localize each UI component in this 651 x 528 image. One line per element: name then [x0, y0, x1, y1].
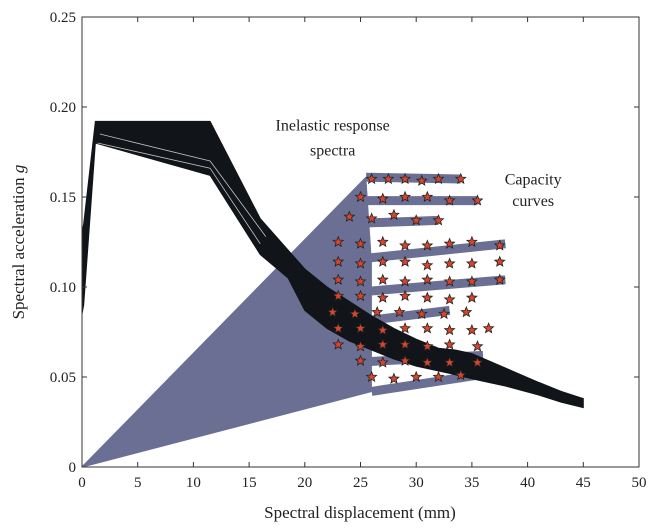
x-tick-label: 45	[576, 475, 591, 491]
y-tick-label: 0.15	[50, 190, 76, 206]
y-tick-label: 0.25	[50, 10, 76, 26]
y-axis-title-text: Spectral acceleration	[9, 177, 28, 320]
x-tick-label: 15	[242, 475, 257, 491]
x-tick-label: 40	[520, 475, 535, 491]
x-tick-label: 35	[464, 475, 479, 491]
y-tick-label: 0	[69, 460, 77, 476]
capacity-label-line2: curves	[512, 193, 554, 210]
y-axis-title: Spectral acceleration g	[9, 165, 28, 320]
y-tick-label: 0.05	[50, 370, 76, 386]
x-tick-label: 0	[78, 475, 86, 491]
y-tick-label: 0.20	[50, 100, 76, 116]
capacity-label-line1: Capacity	[505, 171, 562, 188]
y-tick-label: 0.10	[50, 280, 76, 296]
inelastic-label-line1: Inelastic response	[276, 117, 390, 134]
x-tick-label: 50	[632, 475, 647, 491]
x-tick-label: 30	[409, 475, 424, 491]
capacity-plateau-band	[338, 220, 438, 224]
x-tick-label: 5	[134, 475, 142, 491]
x-axis-title: Spectral displacement (mm)	[264, 503, 456, 522]
x-tick-label: 20	[297, 475, 312, 491]
inelastic-label-line2: spectra	[310, 143, 355, 160]
y-axis-title-symbol: g	[9, 165, 28, 174]
x-tick-label: 25	[353, 475, 368, 491]
x-tick-label: 10	[186, 475, 201, 491]
capacity-plateau-band	[366, 177, 461, 179]
